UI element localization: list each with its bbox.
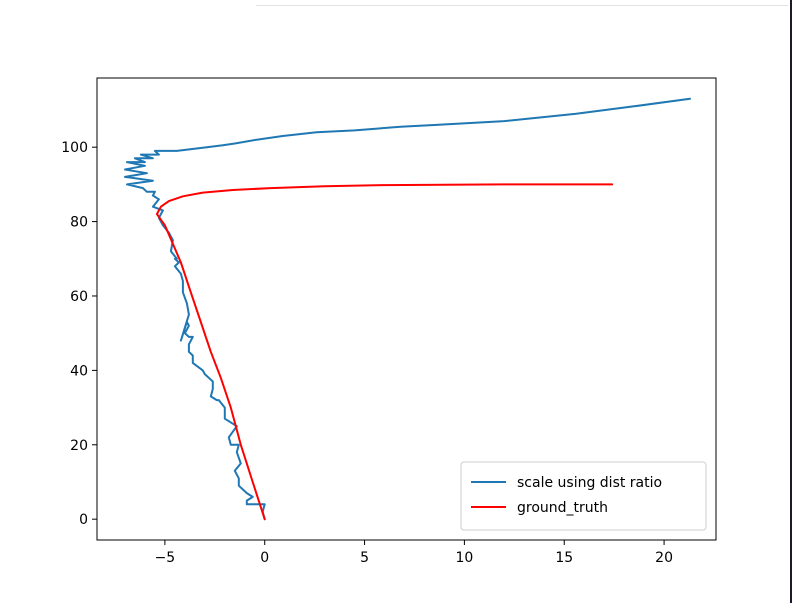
y-tick-label: 80 xyxy=(70,215,88,231)
y-tick-label: 100 xyxy=(61,140,88,156)
axes-frame xyxy=(96,77,717,541)
x-tick-label: 20 xyxy=(655,550,673,566)
y-tick-label: 0 xyxy=(79,512,88,528)
y-tick-label: 20 xyxy=(70,438,88,454)
legend-label: scale using dist ratio xyxy=(517,475,662,491)
x-tick-label: 5 xyxy=(360,550,369,566)
y-tick-label: 60 xyxy=(70,289,88,305)
legend-box xyxy=(460,461,707,531)
x-tick-label: 10 xyxy=(455,550,473,566)
y-tick-label: 40 xyxy=(70,363,88,379)
legend-label: ground_truth xyxy=(517,500,608,516)
x-tick-label: 0 xyxy=(260,550,269,566)
x-tick-label: 15 xyxy=(555,550,573,566)
x-tick-label: −5 xyxy=(155,550,176,566)
legend: scale using dist ratio ground_truth xyxy=(460,461,707,531)
plot-area xyxy=(124,97,691,521)
right-edge-rule xyxy=(790,0,792,603)
series-line-scale-using-dist-ratio xyxy=(124,97,691,521)
top-border-rule xyxy=(256,5,788,6)
series-line-ground-truth xyxy=(155,183,614,521)
axes: −5 0 5 10 15 20 0 20 40 60 80 100 xyxy=(61,77,717,566)
